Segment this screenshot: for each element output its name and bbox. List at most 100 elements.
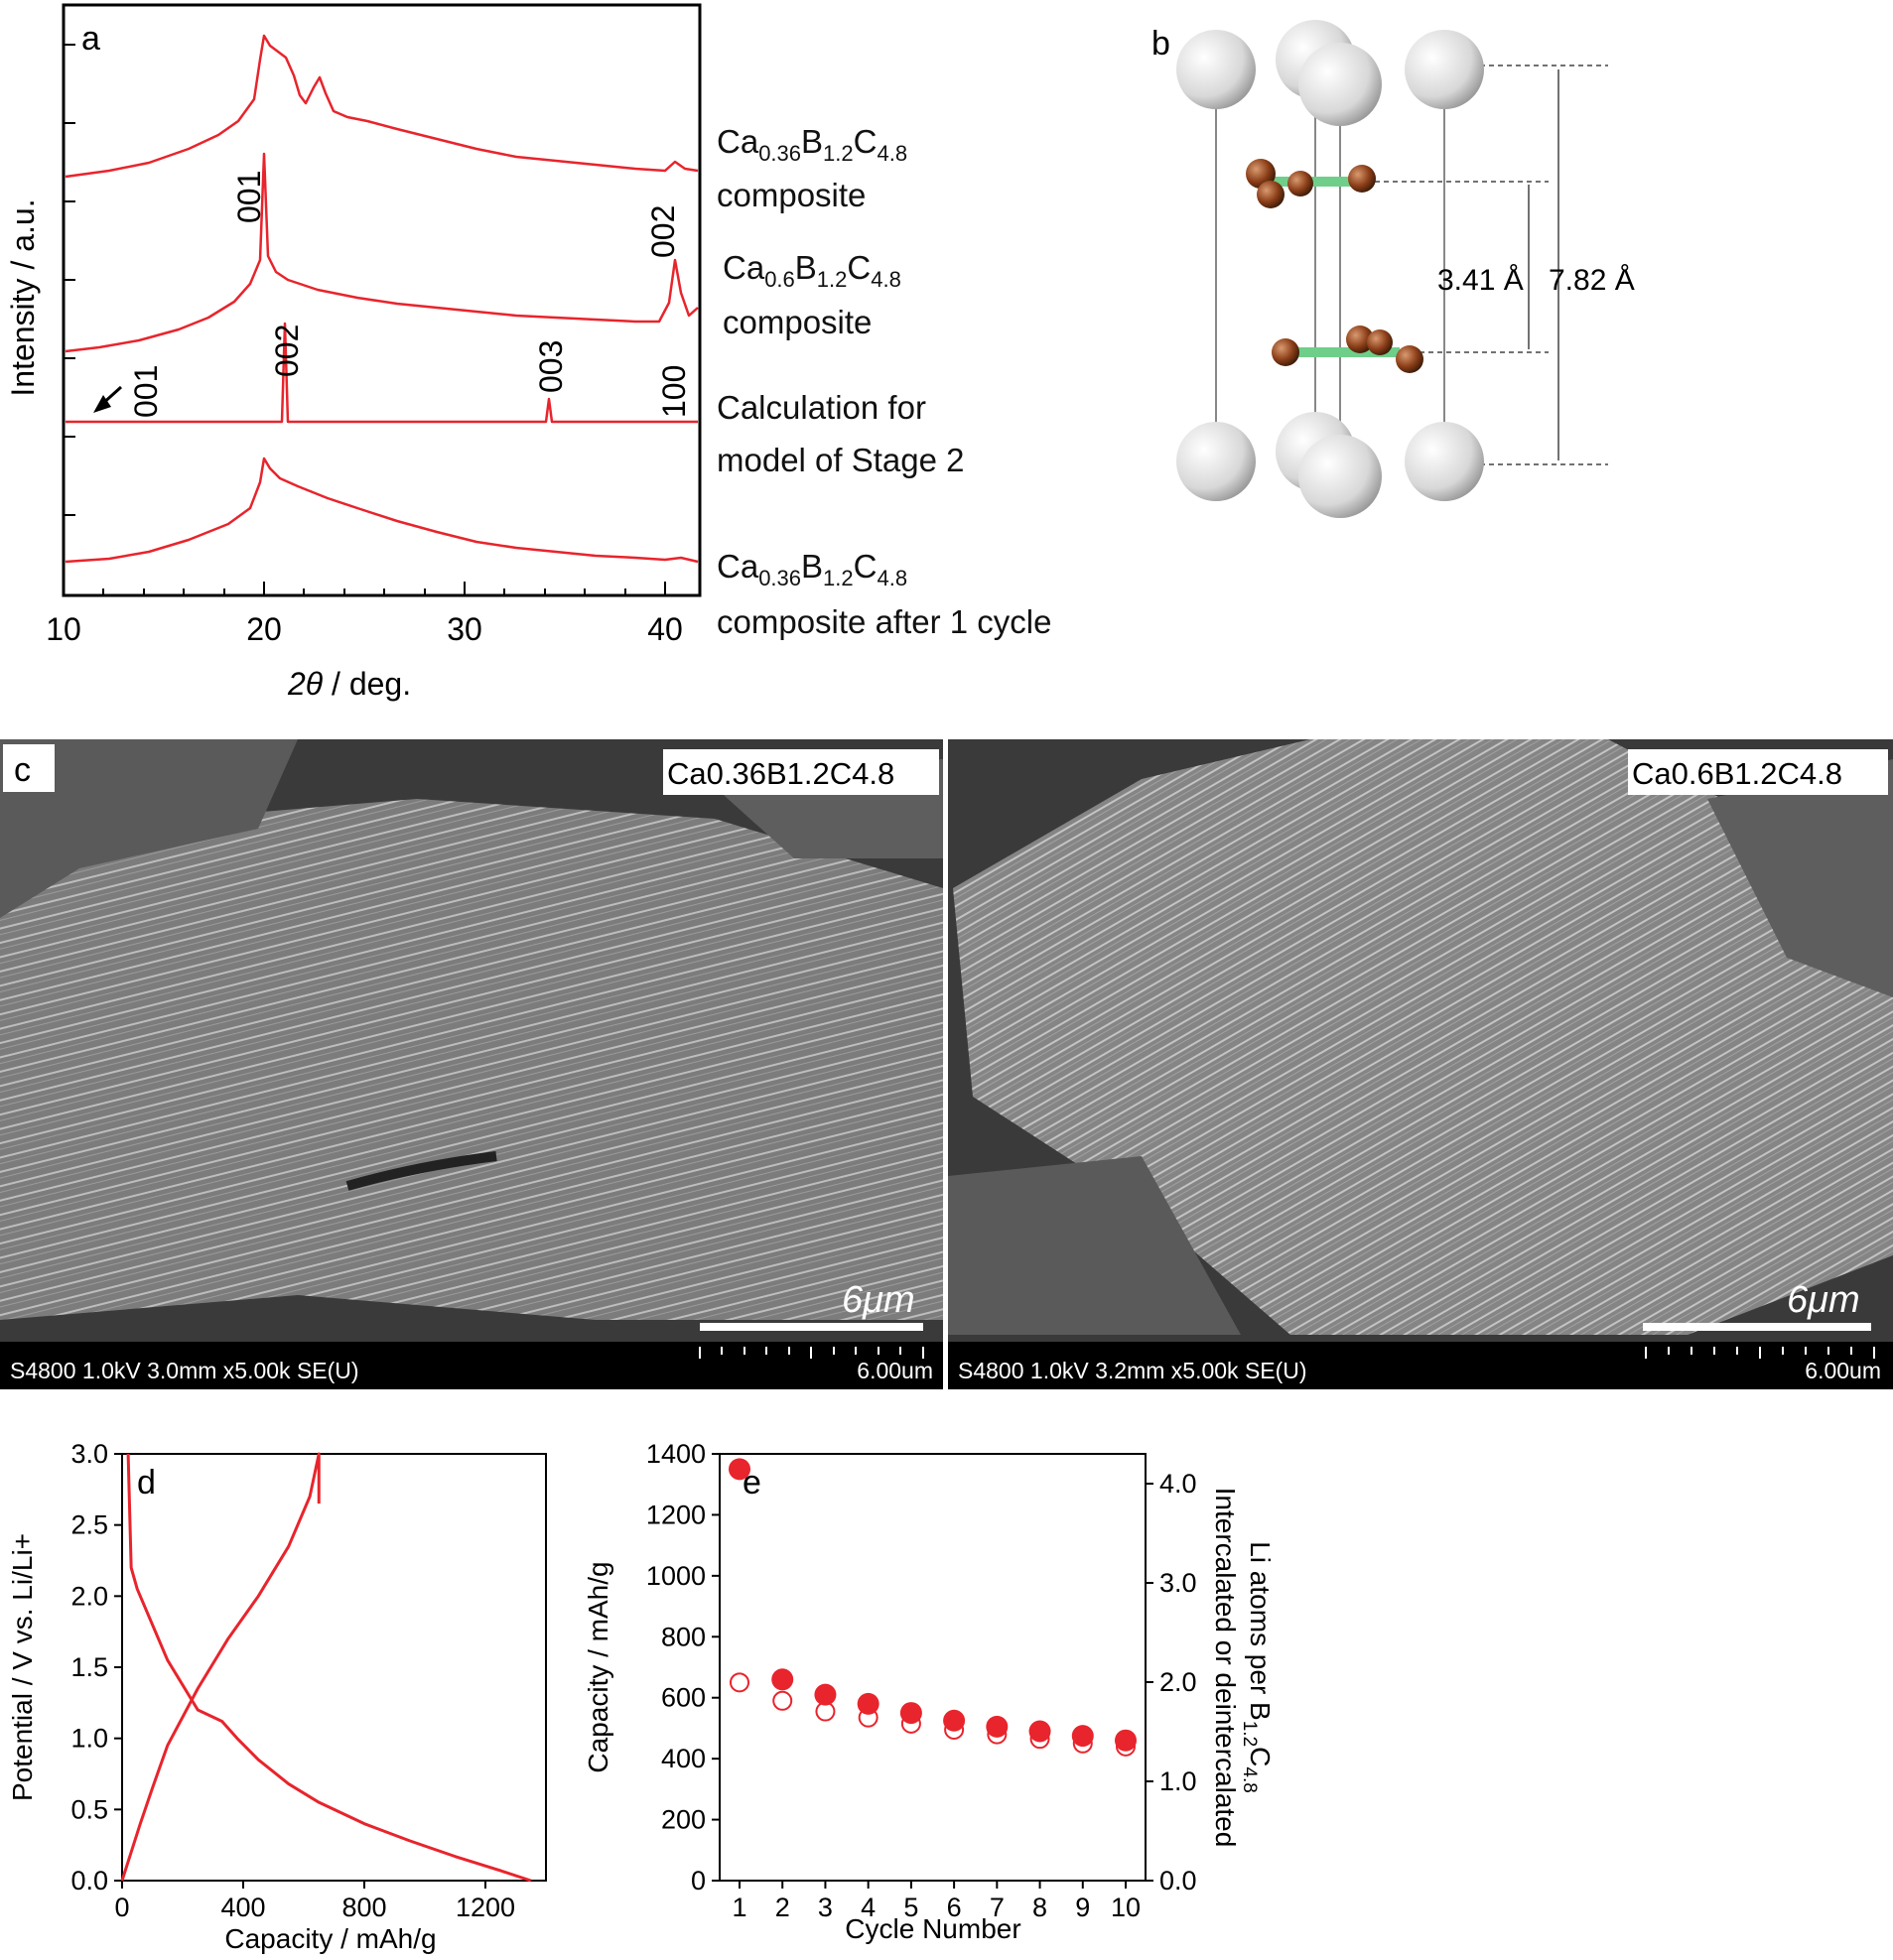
- y-tick-label: 1400: [646, 1439, 706, 1469]
- legend-line-3a: Calculation for: [717, 389, 926, 426]
- legend-line-4: composite after 1 cycle: [717, 603, 1051, 640]
- xrd-trace-calc: [66, 322, 698, 424]
- open-point: [730, 1672, 749, 1693]
- open-point: [772, 1690, 793, 1711]
- panel-a-label: a: [81, 20, 100, 58]
- sem-right-label-bg: [1628, 749, 1888, 795]
- panel-e-ylabel-right-1: Intercalated or deintercalated: [1210, 1488, 1241, 1848]
- open-point: [858, 1707, 879, 1728]
- filled-point: [1115, 1729, 1137, 1752]
- filled-point: [771, 1668, 794, 1691]
- y-tick-label: 200: [661, 1805, 706, 1835]
- filled-point: [986, 1715, 1009, 1738]
- filled-point: [814, 1683, 837, 1706]
- sem-left-ruler: [699, 1347, 924, 1359]
- open-point: [900, 1713, 921, 1734]
- peak-label: 001: [231, 171, 267, 223]
- panel-e-ylabel-left: Capacity / mAh/g: [583, 1561, 613, 1772]
- bc-layer-upper: [1246, 159, 1376, 208]
- y-tick-label: 3.0: [70, 1439, 108, 1469]
- open-point: [1072, 1733, 1093, 1754]
- sem-right-sample: Ca0.6B1.2C4.8: [1632, 756, 1842, 791]
- filled-point: [1028, 1720, 1051, 1743]
- sem-right-info-bar: [948, 1342, 1893, 1389]
- open-point: [944, 1719, 965, 1740]
- y-tick-label: 0.0: [70, 1866, 108, 1895]
- panel-a: a 10 20 30 40 2θ / deg. Intensity / a.u.: [5, 3, 1051, 702]
- y-tick-label: 800: [661, 1622, 706, 1651]
- legend-line-2: composite: [723, 304, 872, 340]
- panel-b-label: b: [1151, 25, 1170, 63]
- y-tick-label: 400: [661, 1744, 706, 1773]
- y2-tick-label: 0.0: [1159, 1866, 1197, 1895]
- filled-point: [899, 1702, 922, 1725]
- panel-a-xlabel: 2θ / deg.: [287, 666, 411, 702]
- legend-line-1: composite: [717, 177, 866, 213]
- y2-tick-label: 4.0: [1159, 1469, 1197, 1499]
- legend-formula-4: Ca0.36B1.2C4.8: [717, 548, 907, 590]
- panel-c-label-bg: [3, 744, 55, 792]
- x-tick-label: 4: [861, 1893, 876, 1922]
- panel-a-xticks: [63, 582, 666, 595]
- panel-d-label: d: [137, 1464, 156, 1502]
- sem-image-left: [0, 739, 943, 1389]
- x-tick-label: 9: [1075, 1893, 1090, 1922]
- x-tick-label: 3: [818, 1893, 833, 1922]
- sem-right-ruler: [1645, 1347, 1875, 1359]
- peak-label: 002: [645, 205, 681, 258]
- distance-markers: [1528, 69, 1559, 460]
- panel-a-frame: [62, 3, 702, 597]
- panel-d-chart: d Capacity / mAh/g Potential / V vs. Li/…: [7, 1439, 547, 1954]
- x-tick-label: 2: [775, 1893, 790, 1922]
- y2-tick-label: 2.0: [1159, 1667, 1197, 1697]
- xrd-trace-ca06: [65, 152, 699, 353]
- x-tick-label: 1200: [456, 1893, 515, 1922]
- panel-c: Ca0.36B1.2C4.8 c 6μm S4800 1.0kV 3.0mm x…: [0, 739, 1893, 1389]
- y-tick-label: 2.0: [70, 1581, 108, 1611]
- y2-tick-label: 3.0: [1159, 1568, 1197, 1598]
- panel-a-xtick-label: 30: [447, 611, 482, 647]
- y-tick-label: 1.5: [70, 1652, 108, 1682]
- panel-e-chart: e Cycle Number Capacity / mAh/g Intercal…: [583, 1439, 1271, 1944]
- unit-cell-edges: [1215, 60, 1445, 476]
- panel-d-ylabel: Potential / V vs. Li/Li+: [7, 1533, 38, 1801]
- panel-a-yticks: [64, 44, 75, 516]
- sem-divider: [943, 739, 948, 1389]
- x-tick-label: 400: [220, 1893, 265, 1922]
- sem-left-sample: Ca0.36B1.2C4.8: [667, 756, 894, 791]
- sem-right-scale-text: 6.00um: [1805, 1358, 1881, 1383]
- distance-inner: 3.41 Å: [1437, 264, 1524, 297]
- sem-left-info: S4800 1.0kV 3.0mm x5.00k SE(U): [10, 1358, 359, 1383]
- sem-left-info-bar: [0, 1342, 943, 1389]
- panel-a-xtick-label: 10: [46, 611, 81, 647]
- series-line-2: [120, 1452, 321, 1882]
- open-point: [987, 1724, 1008, 1745]
- calcium-atoms-top: [1176, 20, 1484, 126]
- bc-layer-lower: [1272, 326, 1423, 373]
- peak-label: 003: [533, 340, 569, 393]
- sem-image-right: [948, 739, 1893, 1389]
- x-tick-label: 7: [990, 1893, 1005, 1922]
- panel-e-xlabel: Cycle Number: [845, 1913, 1020, 1944]
- panel-c-label: c: [14, 751, 31, 789]
- legend-formula-1: Ca0.36B1.2C4.8: [717, 123, 907, 166]
- x-tick-label: 5: [903, 1893, 918, 1922]
- filled-point: [1071, 1725, 1094, 1748]
- sem-left-scale-label: 6μm: [842, 1279, 915, 1321]
- distance-outer: 7.82 Å: [1549, 264, 1635, 297]
- peak-label: 002: [269, 325, 305, 377]
- panel-a-xtick-label: 40: [647, 611, 683, 647]
- open-point: [1029, 1729, 1050, 1750]
- panel-e-ylabel-right-2: Li atoms per B1.2C4.8: [1239, 1541, 1271, 1793]
- y-tick-label: 1200: [646, 1500, 706, 1529]
- sem-left-label-bg: [663, 749, 939, 795]
- arrow-icon: [93, 385, 123, 413]
- panel-d-frame: [121, 1453, 547, 1882]
- legend-line-3b: model of Stage 2: [717, 442, 965, 478]
- calcium-atoms-bottom: [1176, 412, 1484, 518]
- x-tick-label: 800: [341, 1893, 386, 1922]
- sem-left-scale-bar: [700, 1323, 923, 1331]
- y-tick-label: 1000: [646, 1561, 706, 1591]
- x-tick-label: 10: [1111, 1893, 1141, 1922]
- x-tick-label: 1: [732, 1893, 746, 1922]
